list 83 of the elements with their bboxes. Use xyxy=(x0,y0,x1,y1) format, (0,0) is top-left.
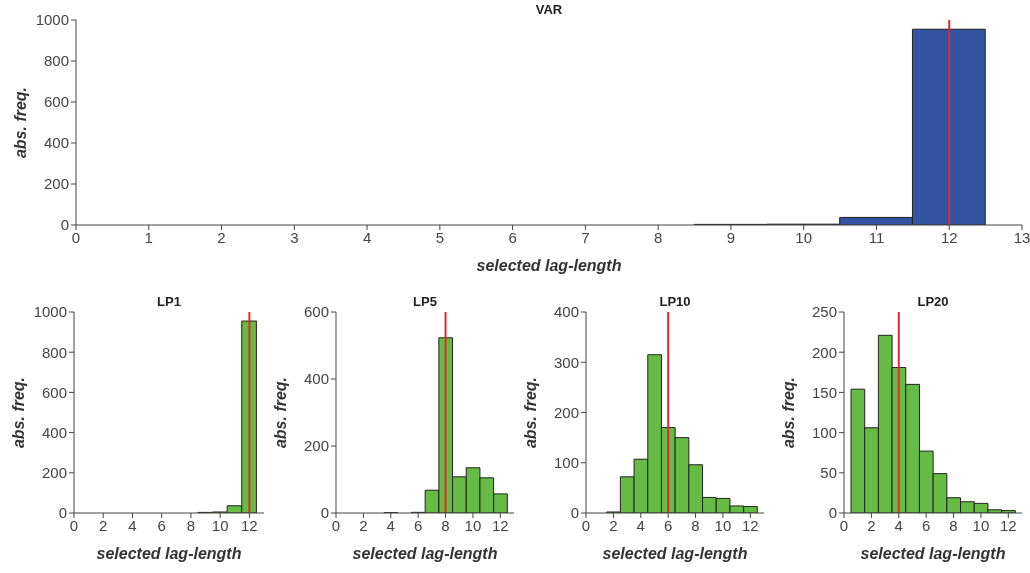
x-axis-title: selected lag-length xyxy=(96,545,242,562)
y-tick-label: 600 xyxy=(41,383,67,401)
x-tick-label: 10 xyxy=(464,516,482,534)
chart-title: LP5 xyxy=(412,294,438,309)
x-tick-label: 8 xyxy=(186,516,196,534)
y-tick-label: 200 xyxy=(811,343,837,361)
x-tick-label: 9 xyxy=(726,228,736,246)
y-tick-label: 0 xyxy=(60,216,69,234)
y-tick-label: 400 xyxy=(41,423,67,441)
y-tick-label: 400 xyxy=(553,303,579,321)
x-tick-label: 12 xyxy=(491,516,509,534)
x-tick-label: 12 xyxy=(999,516,1017,534)
y-tick-label: 400 xyxy=(43,134,69,152)
chart-title: LP20 xyxy=(916,294,950,309)
y-tick-label: 0 xyxy=(570,504,579,522)
y-tick-label: 100 xyxy=(553,454,579,472)
x-tick-label: 6 xyxy=(157,516,166,534)
x-tick-label: 10 xyxy=(714,516,732,534)
x-tick-label: 3 xyxy=(290,228,299,246)
x-tick-label: 10 xyxy=(795,228,813,246)
x-tick-label: 4 xyxy=(636,516,645,534)
y-tick-label: 50 xyxy=(820,464,837,482)
x-tick-label: 1 xyxy=(144,228,153,246)
x-tick-label: 10 xyxy=(211,516,229,534)
chart-title: LP10 xyxy=(658,294,692,309)
x-tick-label: 6 xyxy=(508,228,517,246)
x-tick-label: 5 xyxy=(435,228,445,246)
x-tick-label: 8 xyxy=(691,516,700,534)
x-tick-label: 6 xyxy=(921,516,931,534)
y-tick-label: 600 xyxy=(43,93,69,111)
x-tick-label: 2 xyxy=(359,516,368,534)
x-tick-label: 8 xyxy=(441,516,450,534)
x-tick-label: 2 xyxy=(99,516,108,534)
x-tick-label: 4 xyxy=(386,516,395,534)
y-tick-label: 800 xyxy=(43,52,69,70)
x-axis-title: selected lag-length xyxy=(476,257,622,274)
x-tick-label: 12 xyxy=(940,228,958,246)
y-tick-label: 200 xyxy=(303,437,329,455)
y-tick-label: 1000 xyxy=(35,11,69,29)
x-tick-label: 4 xyxy=(128,516,137,534)
y-tick-label: 250 xyxy=(811,303,837,321)
x-tick-label: 8 xyxy=(653,228,663,246)
y-tick-label: 800 xyxy=(41,343,67,361)
x-tick-label: 0 xyxy=(331,516,341,534)
x-tick-label: 6 xyxy=(413,516,423,534)
y-tick-label: 0 xyxy=(320,504,329,522)
y-tick-label: 100 xyxy=(811,423,837,441)
y-tick-label: 300 xyxy=(553,353,579,371)
y-tick-label: 400 xyxy=(303,370,329,388)
x-tick-label: 10 xyxy=(972,516,990,534)
y-tick-label: 0 xyxy=(828,504,837,522)
chart-title: VAR xyxy=(534,2,564,17)
x-tick-label: 0 xyxy=(839,516,849,534)
y-tick-label: 200 xyxy=(43,175,69,193)
x-tick-label: 2 xyxy=(217,228,226,246)
y-tick-label: 1000 xyxy=(33,303,67,321)
y-tick-label: 200 xyxy=(41,464,67,482)
y-axis-title: abs. freq. xyxy=(9,376,27,449)
x-tick-label: 0 xyxy=(71,228,81,246)
x-tick-label: 11 xyxy=(868,228,885,246)
x-tick-label: 4 xyxy=(894,516,903,534)
x-tick-label: 7 xyxy=(581,228,590,246)
x-tick-label: 12 xyxy=(741,516,759,534)
y-axis-title: abs. freq. xyxy=(779,376,797,449)
x-tick-label: 2 xyxy=(867,516,876,534)
x-tick-label: 2 xyxy=(609,516,618,534)
y-axis-title: abs. freq. xyxy=(521,376,539,449)
x-tick-label: 13 xyxy=(1013,228,1030,246)
x-axis-title: selected lag-length xyxy=(860,545,1006,562)
x-tick-label: 8 xyxy=(949,516,958,534)
y-axis-title: abs. freq. xyxy=(11,86,29,159)
x-tick-label: 6 xyxy=(663,516,673,534)
y-tick-label: 150 xyxy=(811,383,837,401)
y-tick-label: 600 xyxy=(303,303,329,321)
x-tick-label: 4 xyxy=(362,228,372,246)
y-tick-label: 0 xyxy=(58,504,67,522)
x-axis-title: selected lag-length xyxy=(352,545,498,562)
y-axis-title: abs. freq. xyxy=(271,376,289,449)
y-tick-label: 200 xyxy=(553,403,579,421)
x-tick-label: 0 xyxy=(581,516,591,534)
x-tick-label: 12 xyxy=(241,516,258,534)
x-axis-title: selected lag-length xyxy=(602,545,748,562)
chart-title: LP1 xyxy=(156,294,182,309)
